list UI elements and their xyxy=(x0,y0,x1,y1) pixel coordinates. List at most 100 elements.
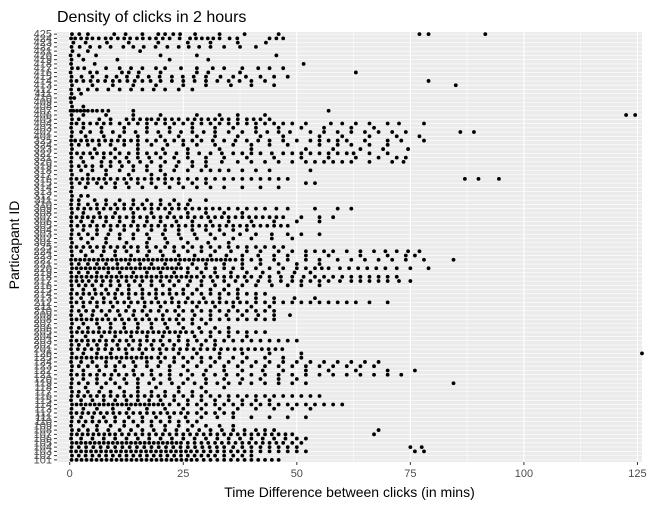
click-point xyxy=(231,423,236,428)
click-point xyxy=(218,74,223,79)
click-point xyxy=(70,66,74,71)
click-point xyxy=(129,223,133,228)
click-point xyxy=(147,440,152,445)
click-point xyxy=(131,270,136,275)
click-point xyxy=(217,228,222,232)
click-point xyxy=(74,457,79,462)
click-point xyxy=(189,449,193,454)
click-point xyxy=(376,274,381,279)
y-tick-label: 416 xyxy=(34,67,52,79)
click-point xyxy=(122,206,127,211)
click-point xyxy=(254,296,258,300)
click-point xyxy=(184,347,189,352)
click-point xyxy=(194,36,198,41)
click-point xyxy=(151,453,156,458)
y-tick-label: 322 xyxy=(34,148,52,160)
click-point xyxy=(208,308,213,313)
click-point xyxy=(81,304,86,309)
click-point xyxy=(88,300,93,305)
click-point xyxy=(160,253,165,258)
click-point xyxy=(172,168,177,173)
click-point xyxy=(222,402,227,407)
click-point xyxy=(231,453,236,458)
click-point xyxy=(135,330,139,335)
click-point xyxy=(135,377,140,381)
click-point xyxy=(199,360,204,364)
click-point xyxy=(76,142,81,147)
click-point xyxy=(303,121,308,126)
click-point xyxy=(135,206,140,211)
click-point xyxy=(217,32,222,37)
click-point xyxy=(79,415,83,420)
y-tick-label: 413 xyxy=(34,80,52,92)
click-point xyxy=(157,74,162,79)
click-point xyxy=(272,313,277,318)
click-point xyxy=(205,257,210,262)
click-point xyxy=(358,372,363,377)
click-point xyxy=(104,181,108,186)
click-point xyxy=(120,445,125,449)
y-tick-label: 424 xyxy=(34,33,52,45)
click-point xyxy=(338,279,342,283)
click-point xyxy=(199,215,204,220)
click-point xyxy=(222,155,227,160)
click-point xyxy=(254,130,258,134)
click-point xyxy=(383,266,388,271)
click-point xyxy=(108,228,113,232)
y-tick-label: 411 xyxy=(34,88,52,100)
click-point xyxy=(135,394,140,398)
click-point xyxy=(90,83,95,88)
click-point xyxy=(167,372,172,377)
click-point xyxy=(204,266,208,271)
click-point xyxy=(208,334,213,339)
click-point xyxy=(129,394,133,398)
click-point xyxy=(113,419,118,424)
click-point xyxy=(140,351,145,356)
click-point xyxy=(217,168,222,173)
click-point xyxy=(254,215,258,220)
click-point xyxy=(344,138,349,143)
click-point xyxy=(322,360,326,364)
click-point xyxy=(113,155,118,160)
click-point xyxy=(91,257,96,262)
click-point xyxy=(313,266,317,271)
click-point xyxy=(249,436,254,441)
click-point xyxy=(317,262,322,266)
click-point xyxy=(158,198,163,203)
click-point xyxy=(155,257,160,262)
click-point xyxy=(113,432,118,437)
click-point xyxy=(190,317,195,322)
click-point xyxy=(185,202,190,207)
click-point xyxy=(69,74,74,79)
click-point xyxy=(154,296,158,300)
click-point xyxy=(240,211,245,215)
click-point xyxy=(210,279,215,283)
click-point xyxy=(70,402,74,407)
click-point xyxy=(353,70,358,75)
click-point xyxy=(204,381,208,386)
click-point xyxy=(70,49,75,54)
y-tick-label: 311 xyxy=(34,195,52,207)
click-point xyxy=(85,389,90,394)
click-point xyxy=(76,117,81,122)
click-point xyxy=(91,215,96,220)
click-point xyxy=(192,313,197,318)
click-point xyxy=(272,257,277,262)
click-point xyxy=(385,279,390,283)
click-point xyxy=(131,168,136,173)
click-point xyxy=(146,74,151,79)
click-point xyxy=(115,223,120,228)
click-point xyxy=(176,117,181,122)
click-point xyxy=(281,151,286,156)
click-point xyxy=(98,411,103,415)
click-point xyxy=(96,176,101,181)
click-point xyxy=(104,355,109,360)
click-point xyxy=(244,245,249,249)
click-point xyxy=(120,432,124,437)
click-point xyxy=(163,32,167,37)
click-point xyxy=(69,457,74,462)
click-point xyxy=(313,274,317,279)
click-point xyxy=(164,274,169,279)
click-point xyxy=(235,308,240,313)
click-point xyxy=(401,159,406,164)
